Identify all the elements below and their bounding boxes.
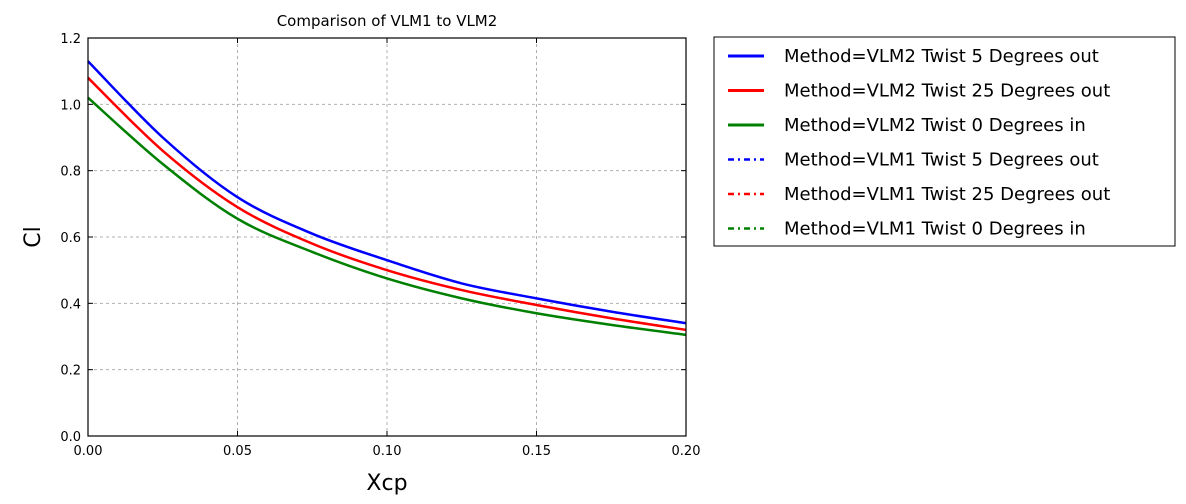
x-tick-label: 0.20 (672, 444, 701, 459)
y-tick-label: 0.2 (60, 364, 81, 379)
x-axis-title: Xcp (366, 471, 407, 496)
x-tick-label: 0.15 (522, 444, 551, 459)
legend-label: Method=VLM1 Twist 0 Degrees in (784, 219, 1086, 240)
series-line-3 (87, 96, 687, 337)
legend: Method=VLM2 Twist 5 Degrees out Method=VL… (713, 36, 1176, 247)
legend-label: Method=VLM2 Twist 0 Degrees in (784, 115, 1086, 136)
legend-label: Method=VLM2 Twist 25 Degrees out (784, 81, 1110, 102)
x-tick-label: 0.10 (373, 444, 402, 459)
legend-box (713, 36, 1176, 247)
y-axis-title: Cl (21, 226, 46, 247)
legend-label: Method=VLM1 Twist 5 Degrees out (784, 150, 1099, 171)
x-tick-label: 0.05 (223, 444, 252, 459)
series-line-4 (87, 60, 687, 325)
legend-label: Method=VLM1 Twist 25 Degrees out (784, 184, 1110, 205)
y-tick-label: 0.0 (60, 430, 81, 445)
y-tick-label: 0.6 (60, 231, 81, 246)
series-line-5 (87, 77, 687, 331)
y-tick-label: 0.8 (60, 165, 81, 180)
x-tick-label: 0.00 (74, 444, 103, 459)
series-line-6 (87, 96, 687, 336)
legend-label: Method=VLM2 Twist 5 Degrees out (784, 46, 1099, 67)
y-tick-label: 1.2 (60, 32, 81, 47)
chart-title: Comparison of VLM1 to VLM2 (277, 12, 498, 30)
y-tick-label: 1.0 (60, 98, 81, 113)
y-tick-label: 0.4 (60, 297, 81, 312)
